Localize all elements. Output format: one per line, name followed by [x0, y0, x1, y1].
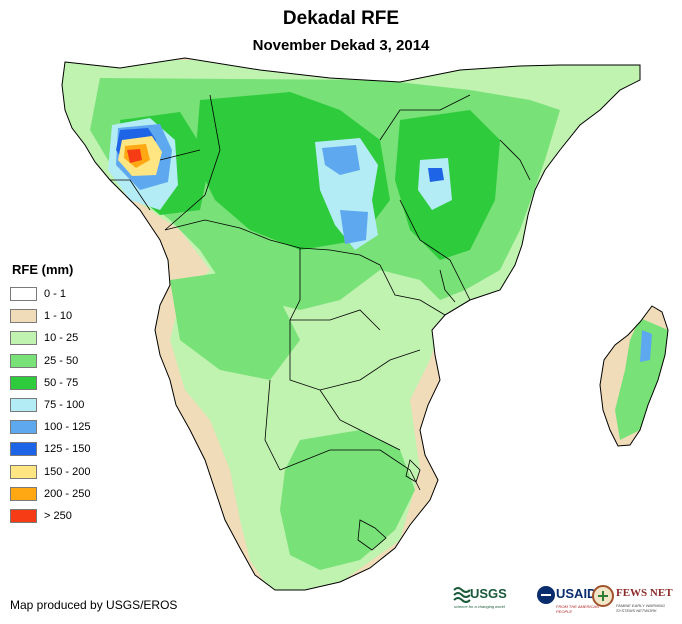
legend-swatch: [10, 442, 37, 457]
map-subtitle: November Dekad 3, 2014: [252, 37, 430, 54]
fewsnet-name: FEWS NET: [616, 587, 673, 599]
legend-swatch: [10, 486, 37, 501]
rfe-zone-75-100-c: [418, 158, 452, 210]
legend-label: 75 - 100: [44, 399, 85, 412]
legend-item: 150 - 200: [10, 461, 130, 483]
legend-swatch: [10, 309, 37, 324]
legend-swatch: [10, 464, 37, 479]
logos: USGS science for a changing world USAID …: [452, 584, 678, 614]
legend-item: 200 - 250: [10, 483, 130, 505]
usaid-name: USAID: [556, 586, 597, 601]
rfe-zone-madagascar-red: [593, 378, 597, 382]
legend-label: 10 - 25: [44, 332, 79, 345]
legend-label: 150 - 200: [44, 465, 91, 478]
rainfall-field: [62, 60, 668, 590]
map-title: Dekadal RFE: [282, 8, 400, 29]
legend-swatch: [10, 287, 37, 302]
rfe-zone-madagascar-blue: [640, 330, 652, 362]
legend-item: > 250: [10, 505, 130, 527]
rfe-zone-25-50-south: [280, 430, 415, 570]
rfe-zone-100-125-b: [322, 145, 360, 175]
legend-item: 75 - 100: [10, 394, 130, 416]
country-borders: [110, 94, 531, 551]
legend-item: 100 - 125: [10, 416, 130, 438]
legend-swatch: [10, 375, 37, 390]
usgs-logo: USGS science for a changing world: [452, 584, 512, 619]
legend-swatch: [10, 353, 37, 368]
legend-label: 25 - 50: [44, 354, 79, 367]
legend-item: 10 - 25: [10, 327, 130, 349]
legend-label: 200 - 250: [44, 487, 91, 500]
usaid-tagline: FROM THE AMERICAN PEOPLE: [556, 604, 599, 614]
legend-swatch: [10, 420, 37, 435]
legend-label: 50 - 75: [44, 376, 79, 389]
legend-label: 100 - 125: [44, 421, 91, 434]
rfe-zone-25-50-angola: [170, 270, 300, 380]
rfe-zone-125-150-b: [428, 168, 444, 182]
legend-item: 0 - 1: [10, 283, 130, 305]
rfe-zone-gt-250: [127, 149, 142, 163]
rfe-zone-100-125-c: [340, 210, 368, 244]
legend-label: > 250: [44, 509, 72, 522]
legend-item: 1 - 10: [10, 305, 130, 327]
legend-item: 125 - 150: [10, 438, 130, 460]
legend-label: 1 - 10: [44, 310, 73, 323]
rfe-zone-madagascar: [615, 318, 668, 440]
usgs-name: USGS: [470, 586, 507, 601]
legend-swatch: [10, 331, 37, 346]
legend-item: 50 - 75: [10, 372, 130, 394]
legend-item: 25 - 50: [10, 350, 130, 372]
map-credit: Map produced by USGS/EROS: [10, 598, 178, 612]
legend-label: 0 - 1: [44, 288, 67, 301]
usaid-logo: USAID FROM THE AMERICAN PEOPLE: [536, 584, 599, 614]
legend: RFE (mm) 0 - 1 1 - 10 10 - 25 25 - 50 50 - 7…: [10, 262, 130, 527]
fewsnet-tagline: FAMINE EARLY WARNING SYSTEMS NETWORK: [616, 603, 665, 613]
legend-label: 125 - 150: [44, 443, 91, 456]
usgs-tagline: science for a changing world: [454, 604, 505, 609]
legend-swatch: [10, 508, 37, 523]
legend-title: RFE (mm): [12, 262, 74, 277]
legend-swatch: [10, 398, 37, 413]
fewsnet-logo: FEWS NET FAMINE EARLY WARNING SYSTEMS NE…: [592, 584, 673, 613]
